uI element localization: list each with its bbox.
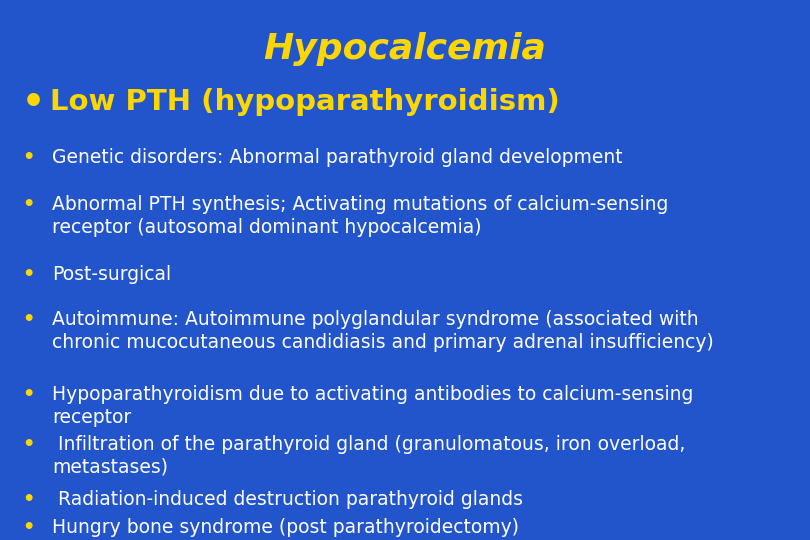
Text: •: • <box>22 265 34 284</box>
Text: •: • <box>22 86 45 120</box>
Text: Hypocalcemia: Hypocalcemia <box>263 32 547 66</box>
Text: Post-surgical: Post-surgical <box>52 265 171 284</box>
Text: Hungry bone syndrome (post parathyroidectomy): Hungry bone syndrome (post parathyroidec… <box>52 518 519 537</box>
Text: •: • <box>22 490 34 509</box>
Text: Hypoparathyroidism due to activating antibodies to calcium-sensing
receptor: Hypoparathyroidism due to activating ant… <box>52 385 693 427</box>
Text: Autoimmune: Autoimmune polyglandular syndrome (associated with
chronic mucocutan: Autoimmune: Autoimmune polyglandular syn… <box>52 310 714 352</box>
Text: •: • <box>22 435 34 454</box>
Text: •: • <box>22 148 34 167</box>
Text: •: • <box>22 195 34 214</box>
Text: Abnormal PTH synthesis; Activating mutations of calcium-sensing
receptor (autoso: Abnormal PTH synthesis; Activating mutat… <box>52 195 668 237</box>
Text: •: • <box>22 310 34 329</box>
Text: •: • <box>22 518 34 537</box>
Text: Genetic disorders: Abnormal parathyroid gland development: Genetic disorders: Abnormal parathyroid … <box>52 148 623 167</box>
Text: Radiation-induced destruction parathyroid glands: Radiation-induced destruction parathyroi… <box>52 490 523 509</box>
Text: Low PTH (hypoparathyroidism): Low PTH (hypoparathyroidism) <box>50 88 560 116</box>
Text: Infiltration of the parathyroid gland (granulomatous, iron overload,
metastases): Infiltration of the parathyroid gland (g… <box>52 435 685 477</box>
Text: •: • <box>22 385 34 404</box>
